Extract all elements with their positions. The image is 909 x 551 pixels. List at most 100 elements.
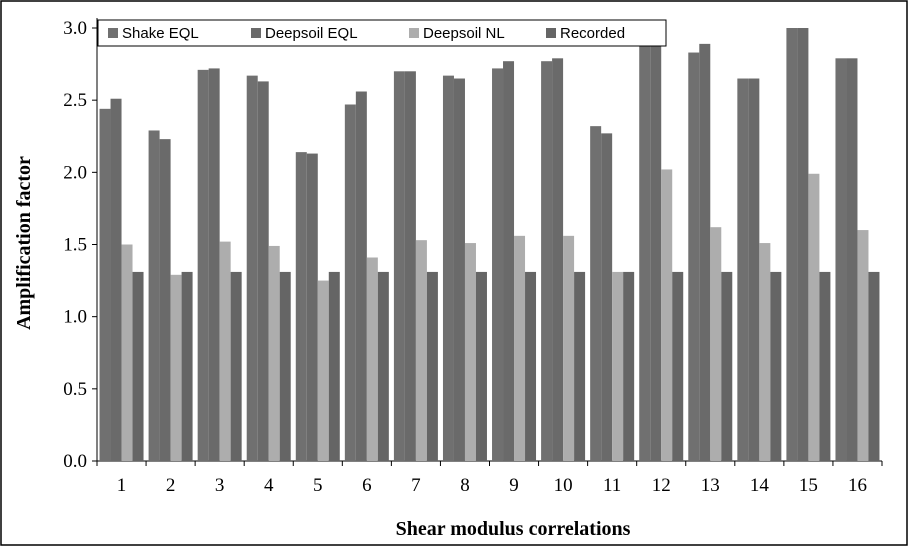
y-tick-label: 2.0: [63, 162, 87, 183]
bar-deepsoil-nl-13: [710, 227, 722, 461]
bar-deepsoil-eql-9: [503, 61, 515, 462]
bar-deepsoil-nl-1: [121, 244, 133, 461]
bar-deepsoil-nl-9: [514, 235, 526, 461]
y-tick-label: 2.5: [63, 90, 87, 111]
legend-swatch-recorded: [546, 28, 556, 38]
bar-deepsoil-nl-6: [366, 257, 378, 461]
bar-shake-eql-2: [148, 130, 160, 461]
bar-recorded-13: [721, 271, 733, 461]
bar-deepsoil-eql-3: [208, 68, 220, 461]
bar-deepsoil-eql-13: [699, 43, 711, 461]
bar-recorded-5: [328, 271, 340, 461]
bar-deepsoil-eql-1: [110, 98, 122, 462]
bar-deepsoil-eql-8: [453, 78, 465, 462]
x-tick-label: 15: [799, 475, 818, 496]
x-tick-label: 13: [701, 475, 720, 496]
x-tick-label: 9: [509, 475, 519, 496]
x-tick-label: 5: [313, 475, 323, 496]
x-tick-label: 3: [215, 475, 225, 496]
bars: [99, 28, 880, 462]
x-tick-label: 2: [166, 475, 176, 496]
bar-recorded-8: [475, 271, 487, 461]
bar-recorded-7: [426, 271, 438, 461]
tick-labels: 0.00.51.01.52.02.53.01 2 3 4 5 6 7 8 9 10 11 12 13 14…: [63, 18, 867, 496]
bar-deepsoil-eql-4: [257, 81, 269, 462]
bar-deepsoil-nl-4: [268, 245, 280, 461]
bar-deepsoil-eql-5: [306, 153, 318, 461]
bar-shake-eql-6: [344, 104, 356, 461]
x-tick-label: 14: [750, 475, 770, 496]
bar-deepsoil-eql-6: [355, 91, 367, 462]
bar-deepsoil-eql-16: [846, 58, 858, 462]
bar-shake-eql-5: [295, 152, 307, 462]
bar-recorded-4: [279, 271, 291, 461]
legend-label-recorded: Recorded: [560, 25, 625, 42]
bar-shake-eql-9: [492, 68, 504, 461]
bar-recorded-10: [574, 271, 586, 461]
y-tick-label: 3.0: [63, 18, 87, 39]
bar-deepsoil-nl-11: [612, 271, 624, 461]
legend-label-deepsoil-eql: Deepsoil EQL: [265, 25, 358, 42]
bar-deepsoil-nl-2: [170, 274, 182, 461]
legend-label-shake-eql: Shake EQL: [122, 25, 199, 42]
y-tick-label: 1.0: [63, 307, 87, 328]
x-tick-label: 4: [264, 475, 274, 496]
y-tick-label: 1.5: [63, 235, 87, 256]
bar-deepsoil-nl-10: [563, 235, 575, 461]
bar-deepsoil-eql-10: [552, 58, 564, 462]
x-tick-label: 16: [848, 475, 867, 496]
bar-shake-eql-3: [197, 69, 209, 462]
legend-swatch-deepsoil-eql: [251, 28, 261, 38]
y-axis-title: Amplification factor: [13, 156, 35, 330]
x-tick-label: 7: [411, 475, 421, 496]
legend-swatch-shake-eql: [108, 28, 118, 38]
bar-deepsoil-nl-16: [857, 230, 869, 461]
bar-deepsoil-nl-3: [219, 241, 231, 461]
bar-deepsoil-eql-12: [650, 28, 662, 461]
x-tick-label: 11: [603, 475, 621, 496]
x-tick-label: 6: [362, 475, 372, 496]
bar-shake-eql-12: [639, 28, 651, 461]
x-tick-label: 10: [554, 475, 573, 496]
bar-shake-eql-4: [246, 75, 258, 461]
bar-shake-eql-11: [590, 126, 602, 461]
bar-shake-eql-16: [835, 58, 847, 462]
x-axis-title: Shear modulus correlations: [396, 518, 631, 540]
bar-deepsoil-nl-8: [464, 243, 476, 461]
bar-recorded-3: [230, 271, 242, 461]
legend-label-deepsoil-nl: Deepsoil NL: [423, 25, 505, 42]
bar-shake-eql-1: [99, 108, 111, 462]
bar-recorded-15: [819, 271, 831, 461]
legend-swatch-deepsoil-nl: [409, 28, 419, 38]
bar-recorded-1: [132, 271, 144, 461]
y-tick-label: 0.5: [63, 379, 87, 400]
bar-recorded-9: [525, 271, 537, 461]
x-tick-label: 8: [460, 475, 470, 496]
bar-deepsoil-eql-11: [601, 133, 613, 461]
bar-recorded-16: [868, 271, 880, 461]
y-tick-label: 0.0: [63, 451, 87, 472]
bar-shake-eql-8: [442, 75, 454, 461]
bar-shake-eql-13: [688, 52, 700, 461]
bar-shake-eql-10: [541, 61, 553, 462]
bar-deepsoil-eql-14: [748, 78, 760, 462]
bar-shake-eql-7: [393, 71, 405, 462]
bar-deepsoil-nl-5: [317, 280, 329, 461]
bar-recorded-11: [623, 271, 635, 461]
bar-deepsoil-eql-15: [797, 28, 809, 461]
bar-deepsoil-nl-7: [415, 240, 427, 461]
bar-shake-eql-14: [737, 78, 749, 462]
bar-recorded-14: [770, 271, 782, 461]
bar-deepsoil-eql-7: [404, 71, 416, 462]
legend-box: [97, 19, 667, 47]
bar-recorded-6: [377, 271, 389, 461]
bar-recorded-12: [672, 271, 684, 461]
legend: Shake EQL Deepsoil EQL Deepsoil NL Recor…: [97, 19, 667, 47]
bar-shake-eql-15: [786, 28, 798, 461]
bar-recorded-2: [181, 271, 193, 461]
bar-deepsoil-eql-2: [159, 139, 171, 462]
x-tick-label: 12: [652, 475, 671, 496]
bar-deepsoil-nl-15: [808, 173, 820, 461]
